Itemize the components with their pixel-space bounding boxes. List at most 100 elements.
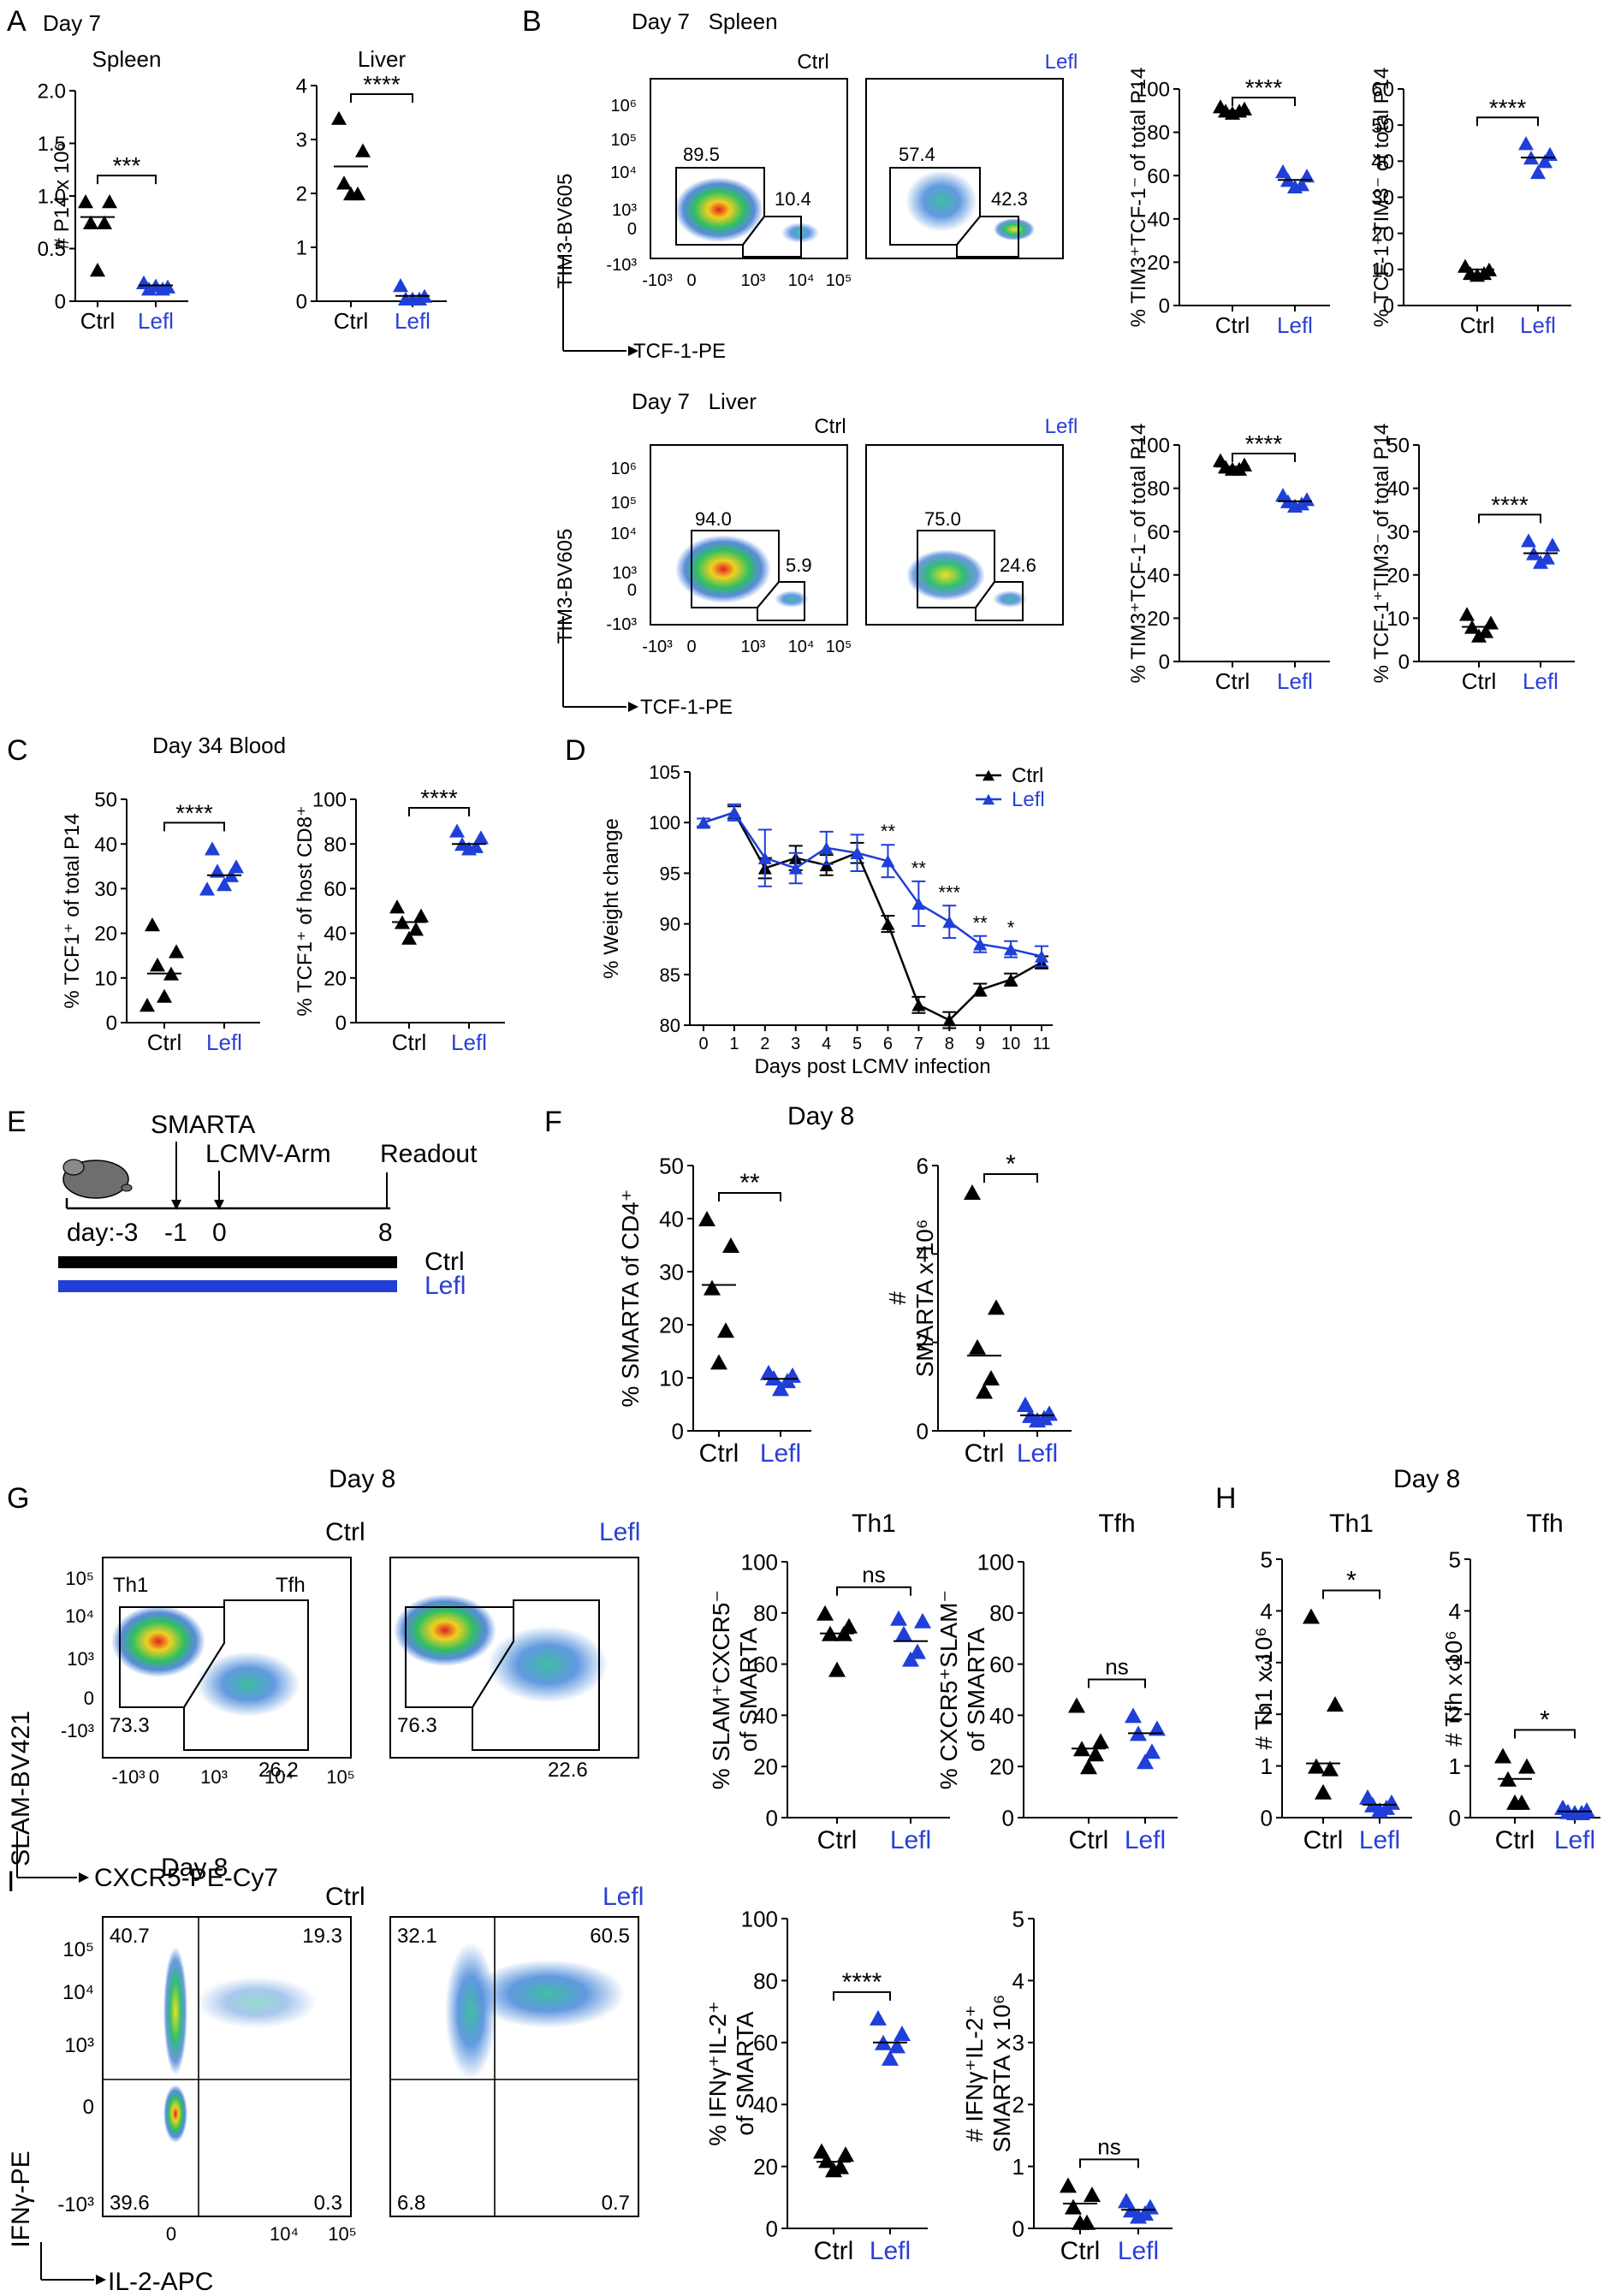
schematic-smarta: SMARTA bbox=[151, 1111, 255, 1139]
data-point-lefl bbox=[788, 862, 803, 875]
data-point-lefl bbox=[1143, 1743, 1161, 1759]
chart-title: Tfh bbox=[1526, 1510, 1563, 1538]
y-tick-label: 4 bbox=[917, 1242, 929, 1267]
flow-y-tick-label: 10⁴ bbox=[610, 163, 637, 182]
data-point-lefl bbox=[449, 823, 465, 838]
chart-f-1: 0 10 20 30 40 50 Ctrl Lefl % SMARTA of CD4⁺ ** bbox=[617, 1153, 811, 1468]
y-tick-label: 40 bbox=[659, 1206, 684, 1231]
significance-label: **** bbox=[1491, 491, 1529, 518]
flow-i-lefl-q1: 32.1 bbox=[397, 1925, 437, 1948]
flow-y-tick-label: 10⁵ bbox=[610, 131, 637, 150]
y-axis-label: % TIM3⁺TCF-1⁻ of total P14 bbox=[1127, 68, 1150, 328]
y-tick-label: 100 bbox=[741, 1549, 778, 1575]
significance-bracket bbox=[983, 1173, 1038, 1183]
y-tick-label: 50 bbox=[94, 789, 117, 812]
y-tick-label: 80 bbox=[1147, 478, 1170, 501]
data-point-lefl bbox=[765, 1370, 782, 1385]
y-tick-label: 100 bbox=[741, 1906, 778, 1931]
data-point-lefl bbox=[727, 806, 741, 819]
data-point-lefl bbox=[1035, 950, 1048, 963]
y-tick-label: 60 bbox=[1371, 79, 1394, 102]
data-point-ctrl bbox=[1506, 1794, 1523, 1810]
flow-liver-y-axis: TIM3-BV605 bbox=[554, 529, 577, 644]
flow-x-tick-label: 10⁴ bbox=[270, 2223, 299, 2245]
chart-c-1: 0 10 20 30 40 50 Ctrl Lefl % TCF1⁺ of total P14 *… bbox=[61, 789, 260, 1055]
data-point-ctrl bbox=[1471, 628, 1487, 643]
y-tick-label: 10 bbox=[659, 1365, 684, 1391]
flow-y-tick-label: 10³ bbox=[67, 1648, 94, 1670]
y-axis-label: of SMARTA bbox=[963, 1628, 989, 1753]
data-point-lefl bbox=[697, 816, 710, 829]
y-tick-label: 1 bbox=[1261, 1753, 1273, 1779]
y-tick-label: 20 bbox=[753, 2154, 778, 2180]
flow-y-tick-label: 0 bbox=[627, 581, 637, 600]
flow-g-ctrl-th1: 73.3 bbox=[110, 1714, 150, 1737]
data-point-lefl bbox=[772, 1380, 789, 1397]
x-tick-label: 1 bbox=[729, 1035, 739, 1053]
y-tick-label: 0 bbox=[106, 1012, 117, 1035]
x-tick-label: 0 bbox=[698, 1035, 708, 1053]
y-tick-label: 20 bbox=[1147, 252, 1170, 275]
flow-x-tick-label: 10³ bbox=[741, 271, 766, 290]
flow-i-ctrl-q3: 39.6 bbox=[110, 2192, 150, 2215]
y-tick-label: 2 bbox=[296, 183, 307, 206]
flow-g-lefl-label: Lefl bbox=[599, 1518, 640, 1546]
significance-bracket bbox=[1476, 116, 1539, 127]
data-point-ctrl bbox=[389, 899, 405, 914]
flow-i-lefl-q2: 60.5 bbox=[590, 1925, 630, 1948]
x-category-ctrl: Ctrl bbox=[80, 308, 115, 334]
x-category-lefl: Lefl bbox=[1359, 1826, 1400, 1854]
data-point-lefl bbox=[210, 863, 225, 878]
x-category-lefl: Lefl bbox=[395, 308, 430, 334]
panel-b-day-spleen: Day 7 Spleen bbox=[632, 9, 778, 34]
data-point-ctrl bbox=[710, 1354, 727, 1370]
x-tick-label: 6 bbox=[883, 1035, 893, 1053]
flow-x-tick-label: -10³ bbox=[642, 271, 673, 290]
significance-label: *** bbox=[938, 881, 960, 903]
flow-i-lefl-q3: 6.8 bbox=[397, 2192, 425, 2215]
data-point-ctrl bbox=[1494, 1747, 1511, 1764]
significance-label: ** bbox=[881, 821, 896, 842]
flow-i-ctrl-label: Ctrl bbox=[325, 1883, 365, 1911]
significance-bracket bbox=[833, 1990, 891, 2001]
data-point-ctrl bbox=[97, 215, 112, 229]
y-tick-label: 10 bbox=[1371, 258, 1394, 282]
x-category-ctrl: Ctrl bbox=[1462, 668, 1496, 694]
flow-g-ctrl-label: Ctrl bbox=[325, 1518, 365, 1546]
data-point-lefl bbox=[819, 841, 834, 854]
data-point-ctrl bbox=[837, 2146, 854, 2163]
y-tick-label: 40 bbox=[94, 834, 117, 857]
x-category-lefl: Lefl bbox=[206, 1029, 242, 1055]
flow-liver-x-axis: TCF-1-PE bbox=[640, 696, 733, 719]
panel-f-day: Day 8 bbox=[787, 1102, 854, 1130]
schematic-lefl: Lefl bbox=[425, 1272, 466, 1300]
y-tick-label: 6 bbox=[917, 1153, 929, 1178]
significance-label: **** bbox=[1245, 430, 1283, 457]
flow-y-tick-label: 10⁵ bbox=[62, 1938, 94, 1961]
flow-spleen-lefl-tcf: 42.3 bbox=[991, 188, 1028, 210]
flow-g-lefl-tfh: 22.6 bbox=[548, 1759, 588, 1782]
data-point-lefl bbox=[1371, 1801, 1388, 1818]
data-point-ctrl bbox=[1459, 607, 1475, 621]
y-tick-label: 0 bbox=[1012, 2216, 1024, 2241]
y-axis-label: of SMARTA bbox=[732, 2011, 758, 2136]
y-axis-label: % TCF1⁺ of host CD8⁺ bbox=[294, 805, 317, 1016]
flow-y-tick-label: 10⁴ bbox=[610, 525, 637, 543]
data-point-lefl bbox=[461, 841, 477, 856]
x-category-ctrl: Ctrl bbox=[699, 1439, 739, 1468]
y-tick-label: 30 bbox=[1386, 521, 1410, 544]
data-point-ctrl bbox=[1080, 1759, 1097, 1775]
y-tick-label: 5 bbox=[1012, 1906, 1024, 1931]
flow-y-tick-label: 0 bbox=[84, 1688, 94, 1709]
flow-x-tick-label: -10³ bbox=[642, 638, 673, 656]
schematic-day-minus1: -1 bbox=[164, 1219, 187, 1247]
x-category-ctrl: Ctrl bbox=[1215, 668, 1250, 694]
y-tick-label: 20 bbox=[989, 1754, 1014, 1780]
data-point-lefl bbox=[890, 1610, 907, 1626]
data-point-ctrl bbox=[1225, 105, 1240, 120]
data-point-ctrl bbox=[1092, 1733, 1109, 1749]
significance-label: * bbox=[1007, 917, 1015, 939]
y-tick-label: 3 bbox=[1449, 1650, 1461, 1676]
data-point-ctrl bbox=[969, 1338, 986, 1355]
